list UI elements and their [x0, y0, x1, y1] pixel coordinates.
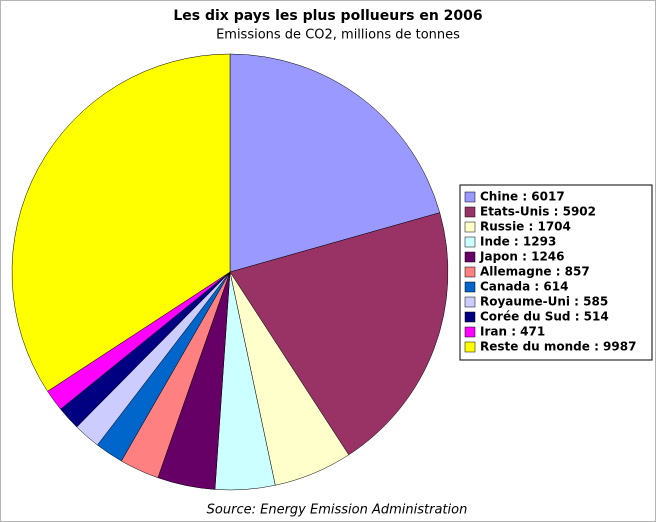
legend-label: Chine : 6017 [480, 190, 565, 204]
legend-box [459, 184, 653, 361]
pie-slice [229, 53, 441, 273]
legend-label: Corée du Sud : 514 [480, 310, 609, 324]
legend-label: Reste du monde : 9987 [480, 340, 636, 354]
legend-label: Allemagne : 857 [480, 265, 590, 279]
chart-source: Source: Energy Emission Administration [207, 503, 468, 518]
legend-swatch [464, 206, 476, 218]
legend-label: Etats-Unis : 5902 [480, 205, 596, 219]
legend-swatch [464, 311, 476, 323]
legend-swatch [464, 341, 476, 353]
legend-label: Japon : 1246 [479, 250, 565, 264]
legend-label: Iran : 471 [480, 325, 545, 339]
legend-swatch [464, 281, 476, 293]
legend-swatch [464, 221, 476, 233]
legend-swatch [464, 326, 476, 338]
legend-label: Canada : 614 [480, 280, 568, 294]
pie-slice [229, 212, 449, 456]
legend-label: Russie : 1704 [480, 220, 571, 234]
chart-title: Les dix pays les plus pollueurs en 2006 [173, 8, 482, 24]
legend-swatch [464, 236, 476, 248]
pie-slice [11, 53, 231, 392]
chart-subtitle: Emissions de CO2, millions de tonnes [216, 28, 460, 43]
legend-swatch [464, 266, 476, 278]
legend-swatch [464, 296, 476, 308]
legend-label: Royaume-Uni : 585 [480, 295, 608, 309]
legend-swatch [464, 251, 476, 263]
legend-label: Inde : 1293 [480, 235, 556, 249]
legend-swatch [464, 191, 476, 203]
